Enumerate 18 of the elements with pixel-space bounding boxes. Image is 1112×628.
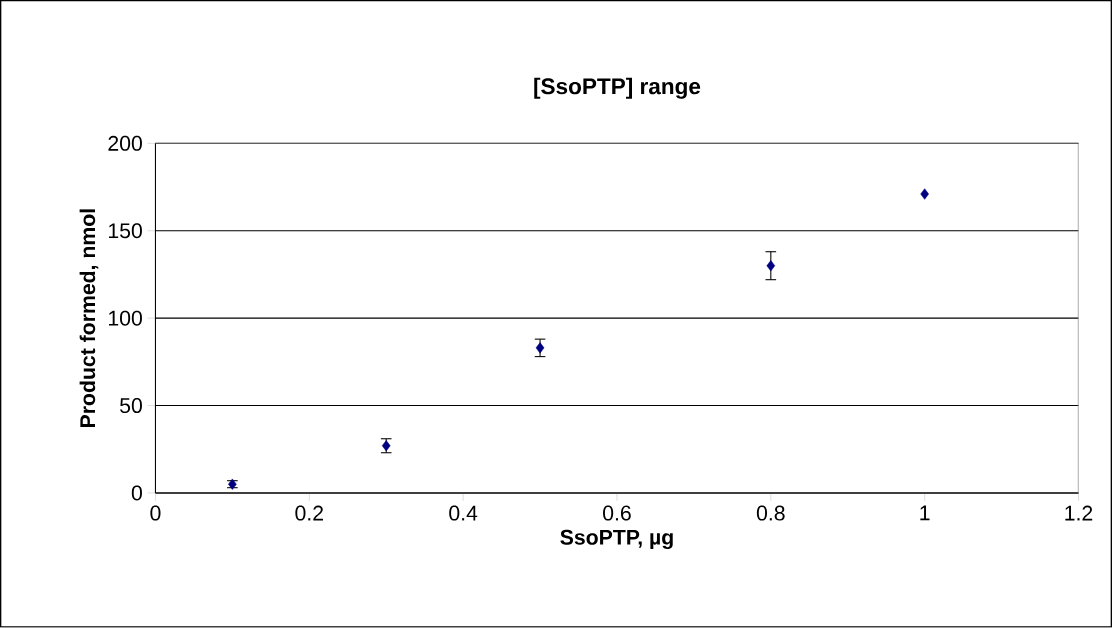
x-tick-label: 1 [920, 505, 930, 521]
y-tick-label: 150 [109, 223, 142, 239]
y-tick-label: 100 [109, 310, 142, 326]
x-tick-label: 0 [150, 505, 161, 521]
y-tick-label: 200 [108, 136, 142, 152]
y-axis-title: Product formed, nmol [79, 209, 99, 428]
point [535, 342, 545, 354]
x-axis-title: SsoPTP, µg [560, 529, 673, 550]
point [920, 188, 929, 200]
x-tick-label: 0.6 [603, 505, 631, 521]
x-tick-label: 1.2 [1065, 505, 1093, 521]
x-tick-label: 0.2 [295, 505, 323, 521]
x-tick-label: 0.8 [756, 505, 785, 521]
y-tick-label: 0 [131, 485, 142, 501]
chart-title: [SsoPTP] range [534, 77, 701, 100]
point [766, 260, 776, 272]
x-tick-label: 0.4 [449, 505, 478, 521]
y-tick-label: 50 [120, 398, 142, 414]
